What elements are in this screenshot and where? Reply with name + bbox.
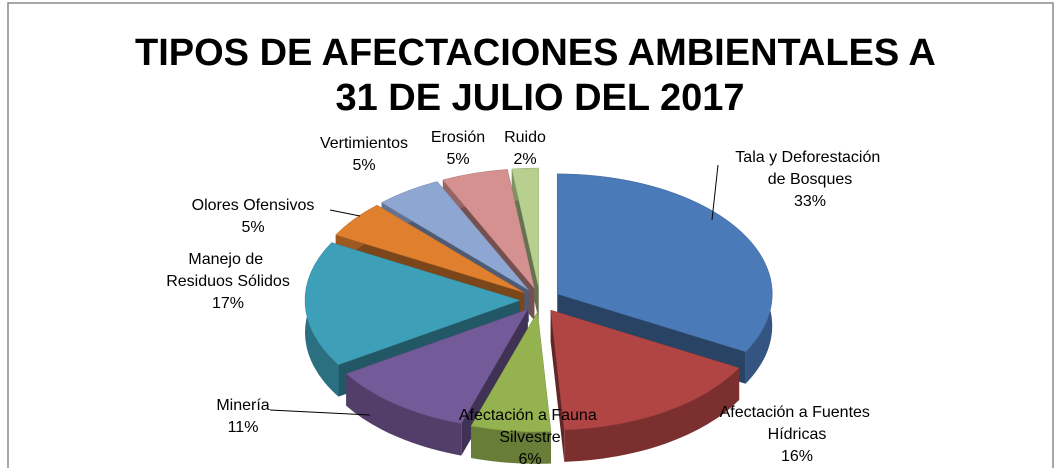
data-label-value: 6% — [518, 451, 541, 468]
data-label-value: 5% — [352, 157, 375, 174]
data-label-name: Erosión — [431, 129, 485, 146]
slice-top — [335, 204, 525, 293]
data-label-name: Manejo de Residuos Sólidos — [166, 251, 290, 290]
slice-side — [550, 310, 565, 462]
data-label-value: 11% — [228, 419, 259, 436]
slice-top — [511, 167, 539, 289]
data-label-value: 33% — [794, 193, 826, 210]
slice-wall — [564, 367, 740, 462]
data-label-name: Tala y Deforestación de Bosques — [735, 149, 884, 188]
data-label-name: Ruido — [504, 129, 546, 146]
slice-top — [304, 242, 521, 365]
data-label-value: 5% — [446, 151, 469, 168]
slice-top — [442, 169, 535, 289]
data-label-name: Afectación a Fuentes Hídricas — [720, 404, 875, 443]
data-label-name: Olores Ofensivos — [192, 197, 315, 214]
slice-top — [381, 181, 529, 291]
leader-line — [269, 409, 371, 416]
data-label-value: 17% — [212, 295, 244, 312]
slice — [550, 309, 740, 462]
data-label-value: 5% — [241, 219, 264, 236]
leader-line — [329, 209, 361, 217]
data-label-value: 2% — [513, 151, 536, 168]
slice-top — [345, 309, 529, 424]
leader-line — [711, 164, 719, 221]
data-label-name: Vertimientos — [320, 135, 408, 152]
slice-top — [556, 173, 773, 352]
chart-title: TIPOS DE AFECTACIONES AMBIENTALES A 31 D… — [135, 32, 945, 119]
data-label-value: 16% — [781, 448, 813, 465]
data-label-name: Afectación a Fauna Silvestre — [459, 407, 601, 446]
data-label-name: Minería — [216, 397, 269, 414]
slice-top — [470, 311, 552, 433]
slice-wall — [471, 426, 551, 464]
slice — [470, 311, 552, 464]
slice-wall — [346, 373, 462, 456]
slice-top — [550, 309, 740, 431]
